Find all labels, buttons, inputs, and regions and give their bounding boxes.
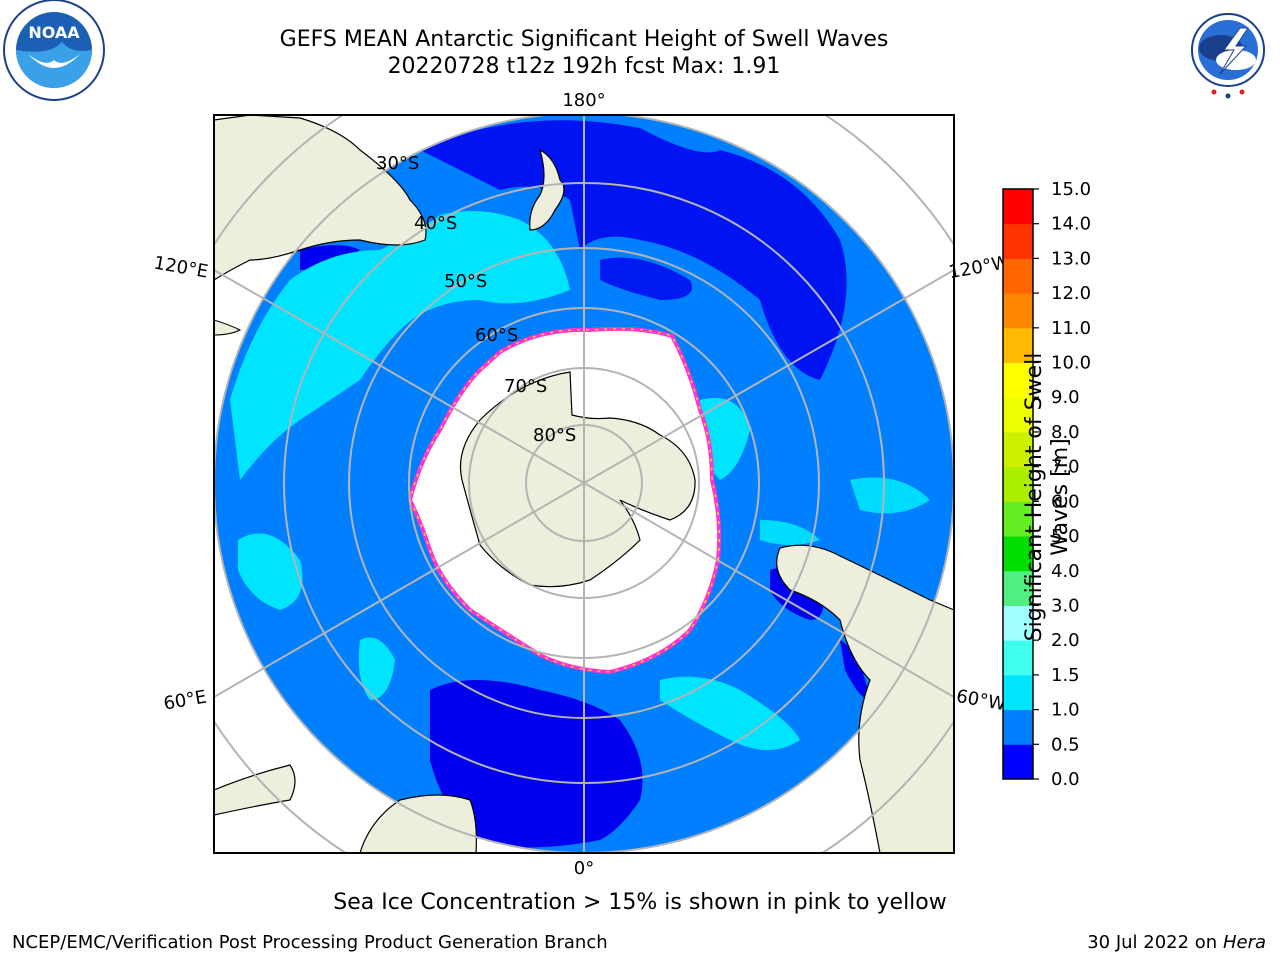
meridian-label-120e: 120°E [152,252,210,282]
colorbar: 0.0 0.5 1.0 1.5 2.0 3.0 4.0 5.0 6.0 7.0 8.0 9.0 10.0… [1002,179,1091,790]
noaa-logo-icon: NOAA [3,0,105,101]
colorbar-tick-label: 10.0 [1051,353,1091,374]
meridian-label-180: 180° [562,90,605,111]
colorbar-swatch [1003,223,1033,259]
parallel-label-50s: 50°S [444,271,487,292]
colorbar-tick-label: 9.0 [1051,387,1080,408]
map-title: GEFS MEAN Antarctic Significant Height o… [279,27,889,52]
colorbar-swatch [1003,293,1033,329]
colorbar-swatch [1003,605,1033,641]
colorbar-swatch [1003,327,1033,364]
colorbar-swatch [1003,362,1033,398]
nws-logo [1176,0,1280,102]
colorbar-tick-label: 11.0 [1051,318,1091,339]
parallel-label-70s: 70°S [504,376,547,397]
colorbar-tick-label: 14.0 [1051,214,1091,235]
colorbar-axis-label: Significant Height of Swell Waves [m] [1022,352,1073,642]
colorbar-tick-label: 8.0 [1051,422,1080,443]
footer-host: Hera [1222,932,1266,953]
colorbar-swatch [1003,258,1033,294]
colorbar-tick-label: 7.0 [1051,457,1080,478]
noaa-logo-text: NOAA [28,23,80,42]
parallel-label-40s: 40°S [414,213,457,234]
colorbar-tick-label: 4.0 [1051,561,1080,582]
meridian-label-60w: 60°W [955,686,1008,715]
new-zealand-landmass [529,148,565,231]
madagascar-landmass [214,764,296,816]
colorbar-tick-label: 0.5 [1051,734,1080,755]
colorbar-tick-label: 15.0 [1051,179,1091,200]
colorbar-swatch [1003,640,1033,676]
colorbar-swatch [1003,431,1033,468]
colorbar-tick-label: 13.0 [1051,248,1091,269]
parallel-label-30s: 30°S [376,153,419,174]
noaa-logo: NOAA [2,0,106,102]
meridian-label-120w: 120°W [947,252,1011,283]
colorbar-tick-label: 2.0 [1051,630,1080,651]
colorbar-tick-label: 1.0 [1051,700,1080,721]
sea-ice-caption: Sea Ice Concentration > 15% is shown in … [333,890,947,915]
parallel-label-60s: 60°S [475,325,518,346]
colorbar-tick-label: 0.0 [1051,769,1080,790]
meridian-label-60e: 60°E [162,686,208,714]
footer-credit: NCEP/EMC/Verification Post Processing Pr… [12,932,608,953]
colorbar-tick-label: 3.0 [1051,595,1080,616]
south-america-landmass [776,544,954,853]
colorbar-swatch [1003,744,1033,780]
map-frame [213,114,955,854]
colorbar-tick-label: 6.0 [1051,491,1080,512]
footer-date-text: 30 Jul 2022 on [1087,932,1223,953]
colorbar-tick-label: 12.0 [1051,283,1091,304]
map-subtitle: 20220728 t12z 192h fcst Max: 1.91 [387,54,781,79]
indian-ocean-land-edge [214,319,242,336]
colorbar-swatch [1003,466,1033,502]
colorbar-swatch [1003,570,1033,606]
parallel-label-80s: 80°S [533,425,576,446]
ocean-field [214,115,954,853]
colorbar-frame [1002,188,1034,780]
colorbar-swatch [1003,709,1033,745]
colorbar-swatch [1003,501,1033,537]
colorbar-swatch [1003,674,1033,711]
national-weather-service-logo-icon [1178,0,1278,100]
australia-landmass [214,115,427,281]
footer-date: 30 Jul 2022 on Hera [1087,932,1266,953]
graticule [214,115,954,853]
africa-landmass [359,794,477,853]
colorbar-swatch [1003,397,1033,433]
meridian-label-0: 0° [574,858,594,879]
colorbar-swatch [1003,536,1033,572]
colorbar-tick-label: 1.5 [1051,665,1080,686]
colorbar-swatch [1003,189,1033,225]
colorbar-tick-label: 5.0 [1051,526,1080,547]
